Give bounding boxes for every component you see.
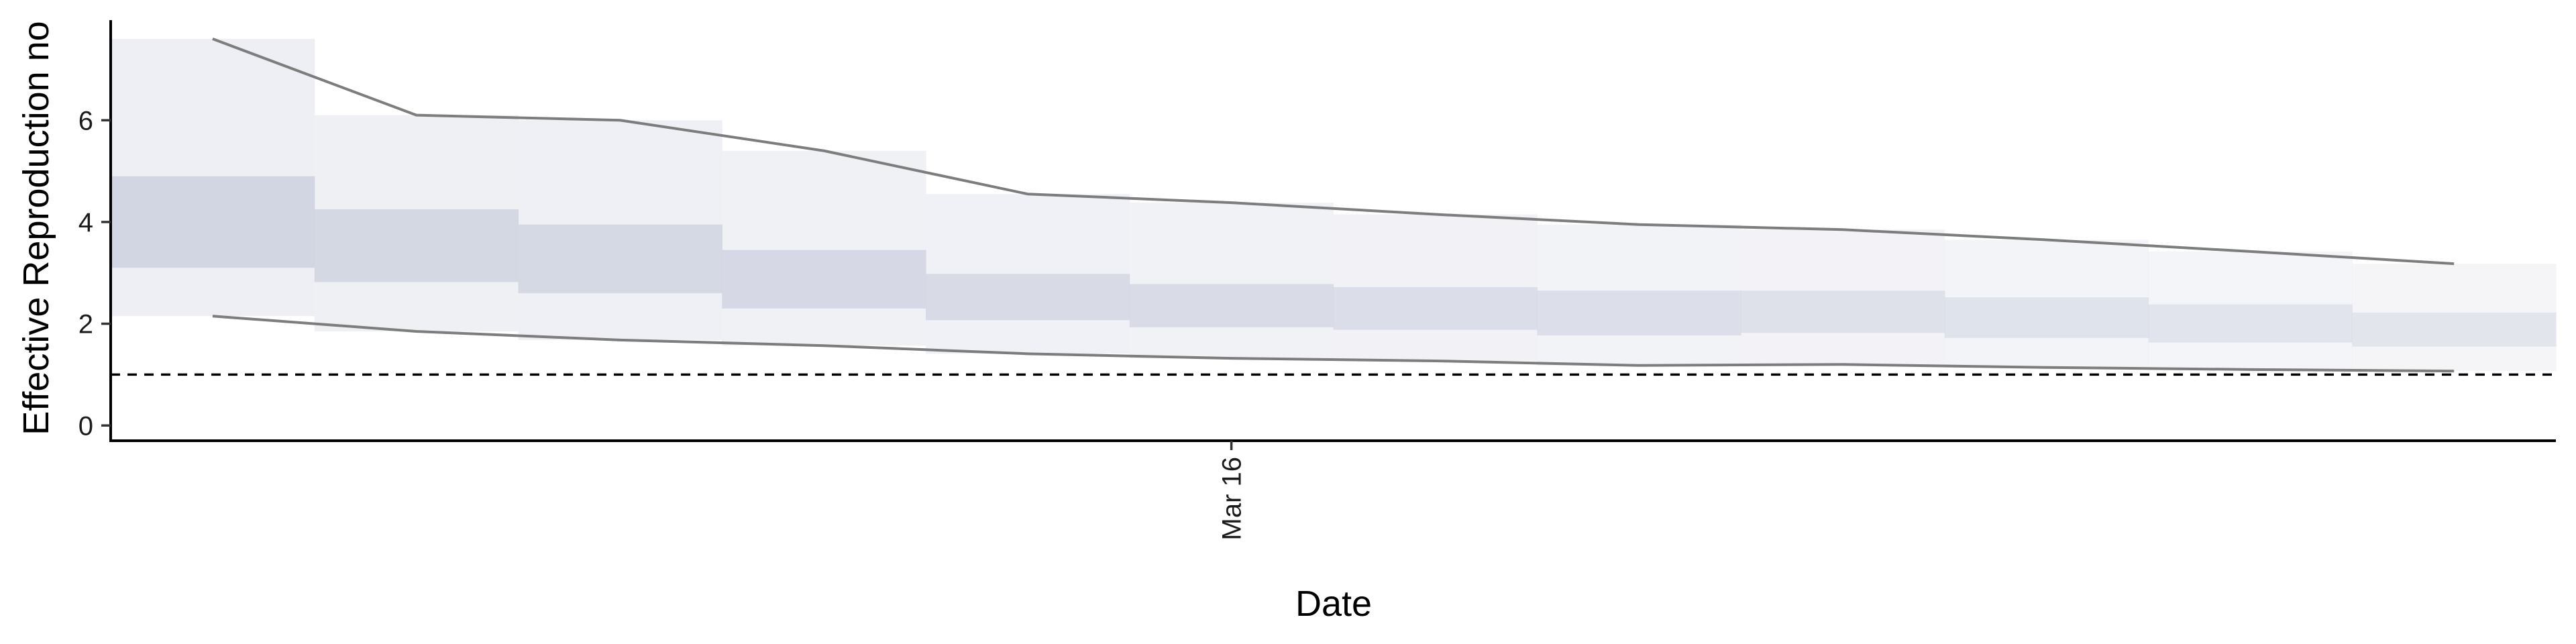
band-50pct-2020-03-21: [2148, 304, 2353, 343]
y-tick-label: 0: [78, 411, 93, 441]
y-tick-label: 6: [78, 106, 93, 136]
band-50pct-2020-03-15: [926, 274, 1130, 321]
band-90pct-2020-03-14: [722, 150, 926, 346]
y-tick-label: 2: [78, 310, 93, 339]
outer-band-upper-line: [212, 38, 2455, 266]
y-axis-title: Effective Reproduction no: [16, 21, 56, 435]
y-tick-label: 4: [78, 208, 93, 237]
band-50pct-2020-03-14: [722, 250, 926, 309]
band-90pct-2020-03-15: [926, 194, 1130, 354]
x-axis-title: Date: [1295, 584, 1372, 624]
band-90pct-2020-03-16: [1129, 203, 1334, 359]
band-50pct-2020-03-11: [111, 176, 315, 268]
band-50pct-2020-03-18: [1537, 290, 1741, 336]
band-50pct-2020-03-13: [518, 224, 722, 294]
band-50pct-2020-03-12: [314, 209, 519, 282]
x-axis-ticks: Mar 16: [1218, 441, 1247, 541]
x-tick-label: Mar 16: [1218, 457, 1247, 541]
band-50pct-2020-03-22: [2352, 312, 2557, 347]
band-50pct-2020-03-17: [1333, 286, 1538, 330]
y-axis-ticks: 0 2 4 6: [78, 106, 111, 441]
uncertainty-bands: [111, 38, 2557, 372]
outer-band-lower-line: [212, 315, 2455, 373]
band-50pct-2020-03-20: [1944, 297, 2149, 338]
band-outlines: [212, 38, 2455, 373]
band-50pct-2020-03-19: [1741, 290, 1945, 333]
band-50pct-2020-03-16: [1129, 284, 1334, 327]
